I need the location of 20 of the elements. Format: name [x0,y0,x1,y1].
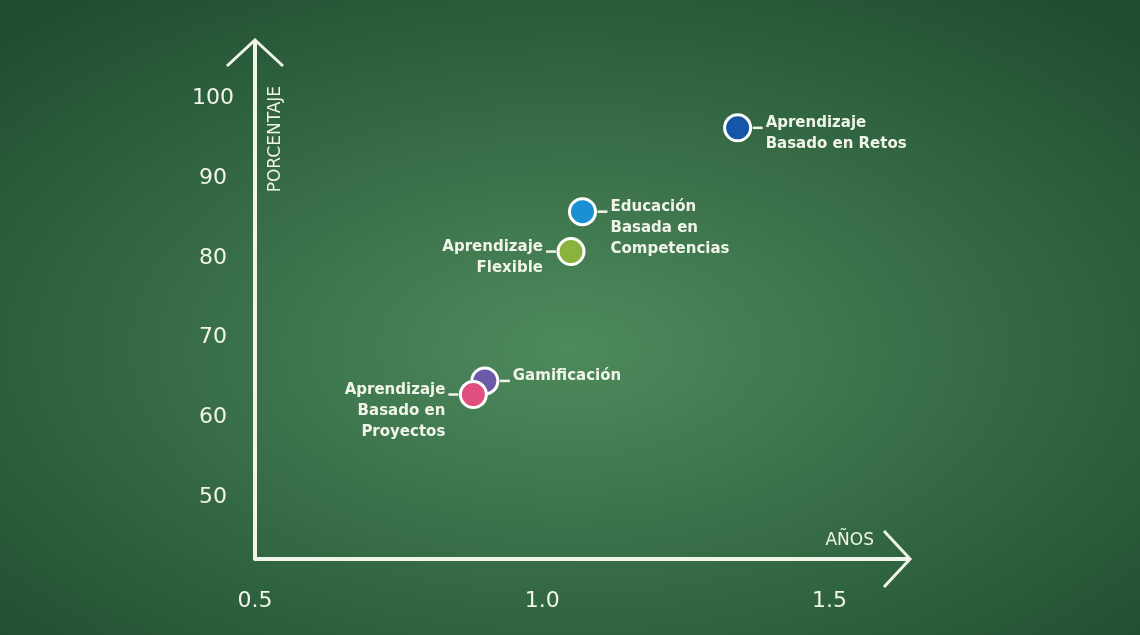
y-axis-title: PORCENTAJE [264,85,284,193]
y-tick-label: 50 [199,483,227,509]
x-tick-label: 0.5 [237,587,273,612]
point [458,380,488,409]
point [723,113,753,143]
point [568,197,597,227]
y-tick-label: 100 [192,83,234,109]
point [556,237,586,267]
x-axis-title: AÑOS [825,528,874,549]
series-label: Aprendizaje Flexible [442,236,544,276]
series-label: Aprendizaje Basado en Retos [765,112,907,152]
y-tick-label: 80 [199,243,227,269]
y-tick-label: 70 [199,323,227,349]
series-label: Gamificación [512,365,622,384]
x-tick-label: 1.5 [812,587,848,612]
x-tick-label: 1.0 [524,587,560,612]
series-label: Educación Basada en Competencias [610,196,730,257]
y-tick-label: 90 [199,163,227,189]
y-tick-label: 60 [199,403,227,429]
series-label: Aprendizaje Basado en Proyectos [344,379,446,440]
